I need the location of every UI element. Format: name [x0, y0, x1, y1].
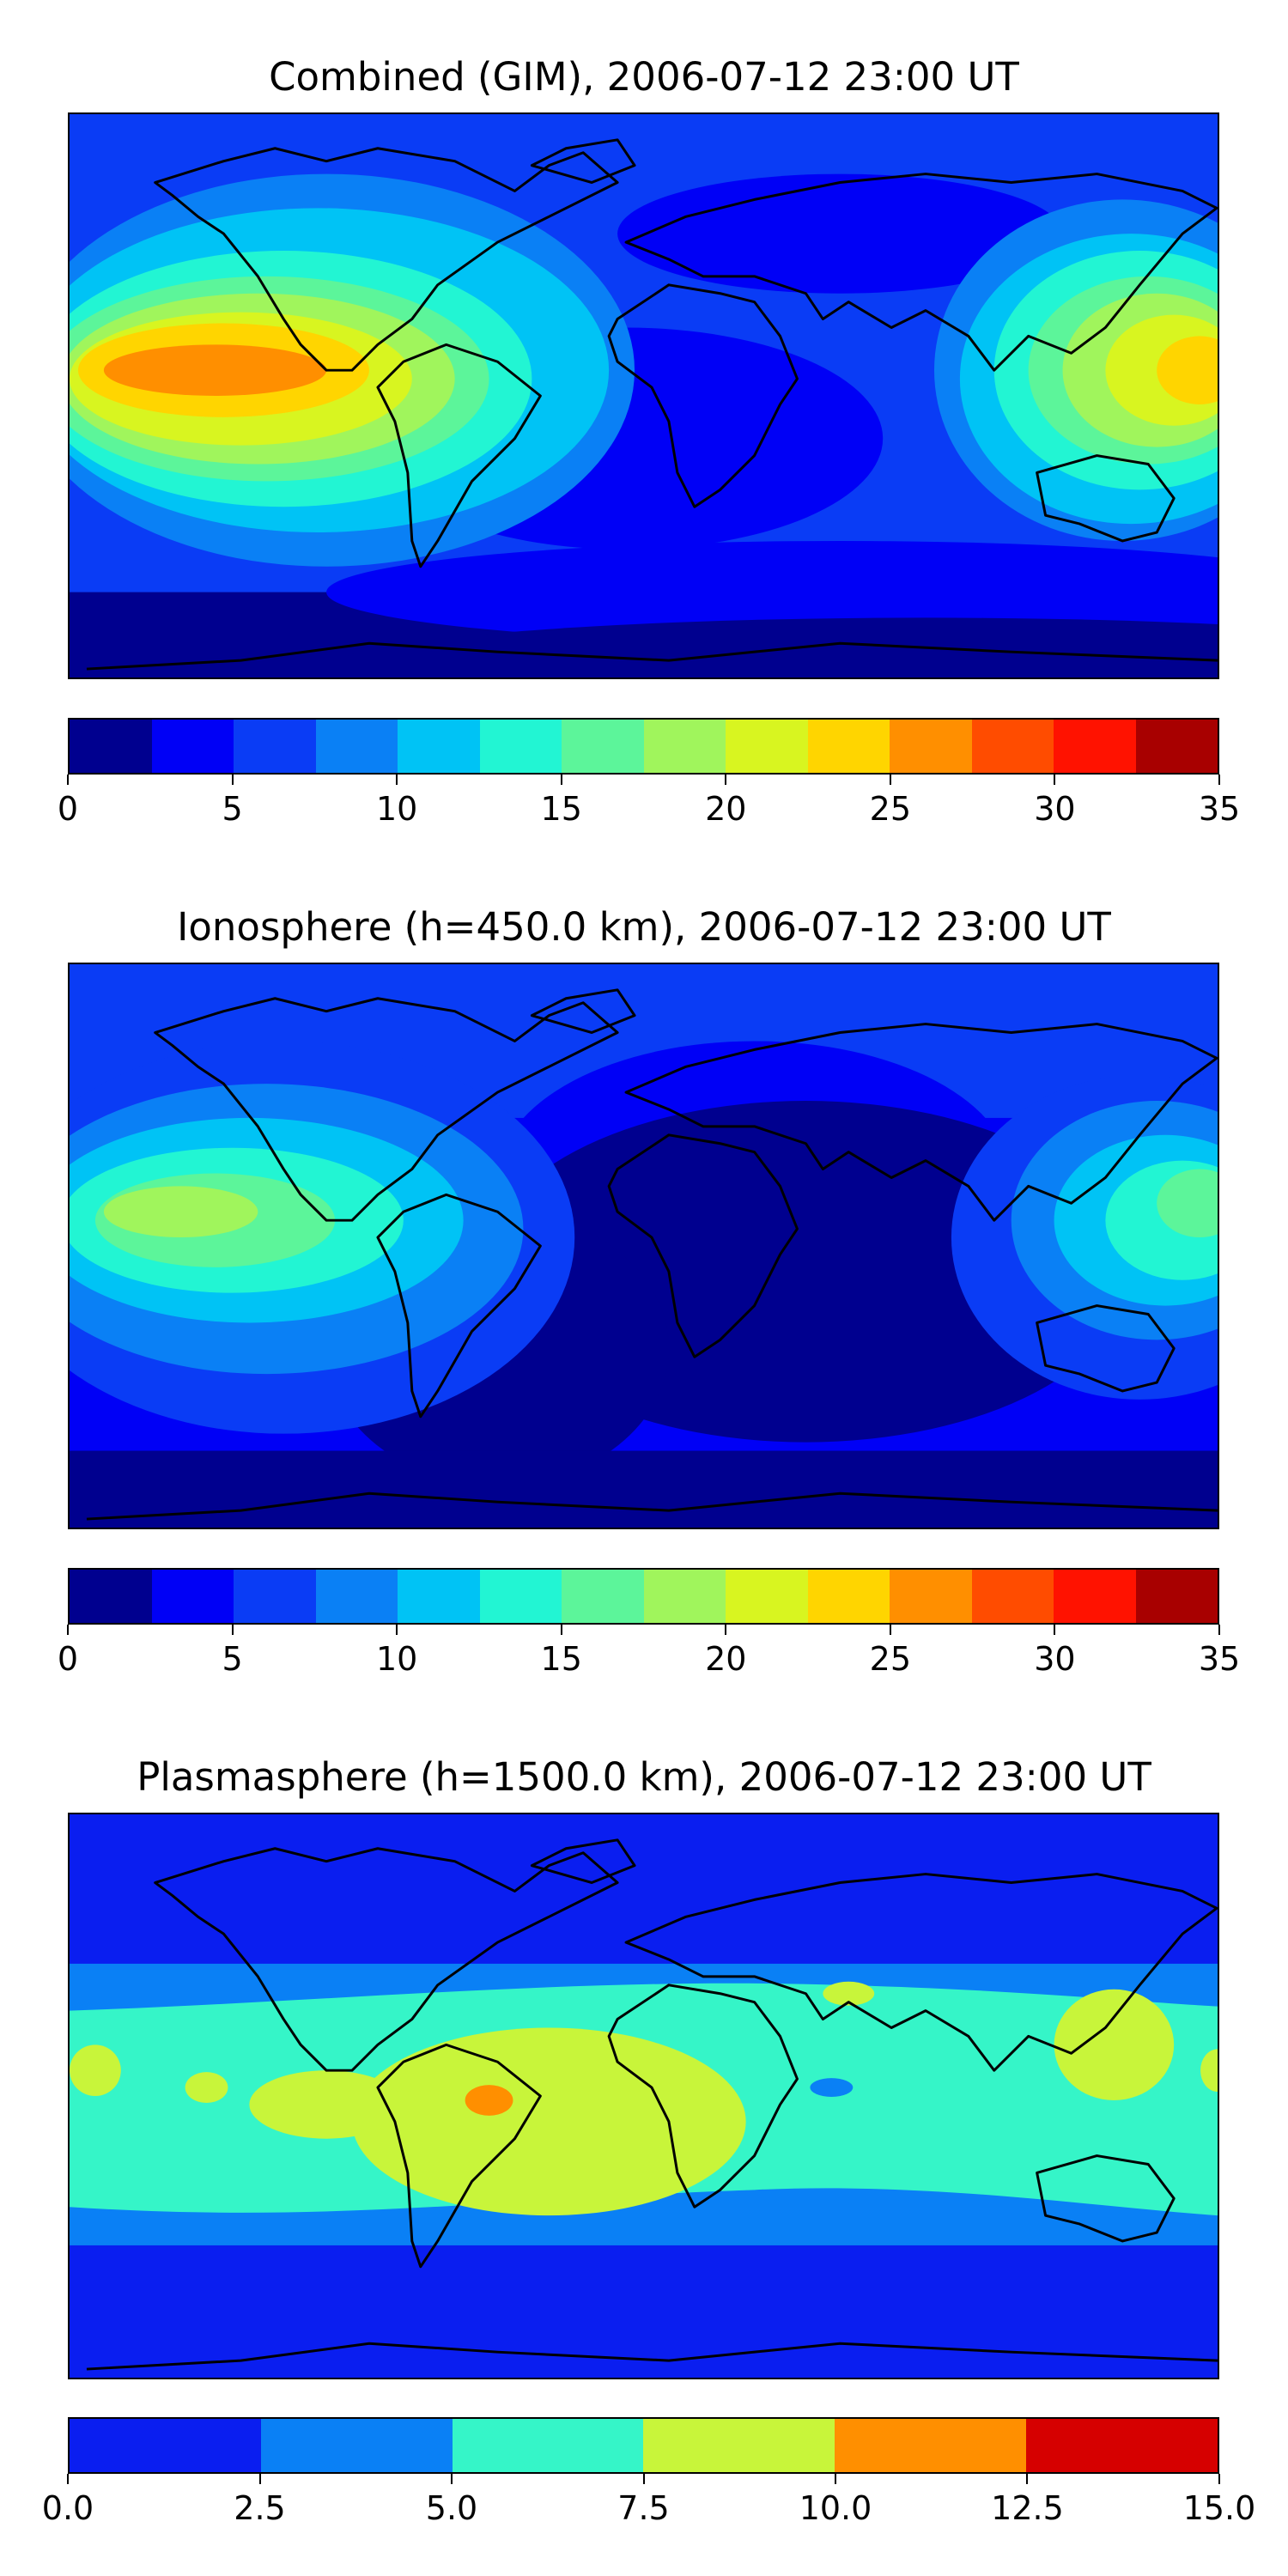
tick-label: 15 — [540, 1640, 582, 1678]
panel-title-combined: Combined (GIM), 2006-07-12 23:00 UT — [269, 54, 1019, 100]
panel-title-plasmasphere: Plasmasphere (h=1500.0 km), 2006-07-12 2… — [137, 1754, 1151, 1800]
tec-contour-map — [70, 1814, 1218, 2378]
colorbar-segment — [479, 1570, 562, 1623]
tick-label: 10 — [375, 1640, 418, 1678]
colorbar-segment — [971, 720, 1054, 773]
colorbar-segment — [890, 720, 972, 773]
colorbar-segment — [234, 1570, 316, 1623]
colorbar-segment — [1135, 720, 1218, 773]
colorbar-segment — [398, 1570, 480, 1623]
tick-label: 10.0 — [799, 2489, 872, 2527]
colorbar-ticks-combined: 0 5 10 15 20 25 30 35 — [58, 775, 1240, 828]
colorbar-ionosphere — [68, 1568, 1219, 1625]
tick-label: 5.0 — [425, 2489, 478, 2527]
colorbar-segment — [479, 720, 562, 773]
tick-label: 30 — [1034, 790, 1076, 828]
tick-label: 15 — [540, 790, 582, 828]
map-plasmasphere — [68, 1813, 1219, 2379]
colorbar-segment — [151, 1570, 234, 1623]
tec-contour-map — [70, 964, 1218, 1528]
colorbar-segment — [260, 2419, 453, 2472]
colorbar-segment — [398, 720, 480, 773]
colorbar-combined — [68, 718, 1219, 775]
tick-label: 12.5 — [991, 2489, 1064, 2527]
tick-label: 0 — [57, 790, 79, 828]
tick-label: 20 — [705, 790, 747, 828]
colorbar-segment — [643, 1570, 726, 1623]
colorbar-segment — [890, 1570, 972, 1623]
colorbar-segment — [835, 2419, 1027, 2472]
colorbar-segment — [562, 720, 644, 773]
panel-title-ionosphere: Ionosphere (h=450.0 km), 2006-07-12 23:0… — [177, 904, 1111, 950]
tick-label: 25 — [869, 1640, 912, 1678]
colorbar-segment — [315, 720, 398, 773]
colorbar-segment — [1054, 1570, 1136, 1623]
colorbar-plasmasphere — [68, 2417, 1219, 2474]
colorbar-segment — [452, 2419, 644, 2472]
tick-label: 15.0 — [1182, 2489, 1256, 2527]
map-ionosphere — [68, 963, 1219, 1529]
colorbar-segment — [643, 2419, 835, 2472]
colorbar-segment — [807, 720, 890, 773]
colorbar-segment — [971, 1570, 1054, 1623]
tick-label: 20 — [705, 1640, 747, 1678]
colorbar-segment — [726, 1570, 808, 1623]
colorbar-segment — [70, 2419, 261, 2472]
tick-label: 5 — [222, 1640, 243, 1678]
tick-label: 10 — [375, 790, 418, 828]
colorbar-segment — [1054, 720, 1136, 773]
tick-label: 30 — [1034, 1640, 1076, 1678]
tick-label: 25 — [869, 790, 912, 828]
colorbar-segment — [315, 1570, 398, 1623]
tick-label: 0 — [57, 1640, 79, 1678]
tick-label: 35 — [1198, 1640, 1241, 1678]
colorbar-segment — [70, 720, 152, 773]
tick-label: 35 — [1198, 790, 1241, 828]
colorbar-segment — [151, 720, 234, 773]
tec-contour-map — [70, 114, 1218, 677]
tick-label: 0.0 — [41, 2489, 94, 2527]
colorbar-segment — [562, 1570, 644, 1623]
tick-label: 5 — [222, 790, 243, 828]
colorbar-ticks-plasmasphere: 0.0 2.5 5.0 7.5 10.0 12.5 15.0 — [42, 2474, 1255, 2527]
colorbar-segment — [807, 1570, 890, 1623]
map-combined — [68, 112, 1219, 679]
tick-label: 2.5 — [234, 2489, 286, 2527]
colorbar-segment — [1026, 2419, 1218, 2472]
colorbar-segment — [643, 720, 726, 773]
colorbar-segment — [70, 1570, 152, 1623]
colorbar-segment — [234, 720, 316, 773]
tick-label: 7.5 — [617, 2489, 670, 2527]
colorbar-ticks-ionosphere: 0 5 10 15 20 25 30 35 — [58, 1625, 1240, 1678]
colorbar-segment — [1135, 1570, 1218, 1623]
colorbar-segment — [726, 720, 808, 773]
